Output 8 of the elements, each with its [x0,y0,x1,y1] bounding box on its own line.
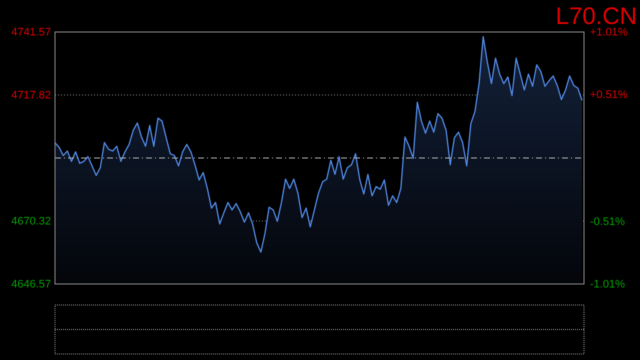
y2-tick-label: +0.51% [590,88,628,101]
y-tick-label: 4670.32 [11,216,51,228]
y-tick-label: 4741.57 [11,26,51,39]
y-tick-label: 4717.82 [11,90,51,102]
y2-tick-label: -1.01% [590,278,626,291]
y2-tick-label: -0.51% [590,216,626,228]
y-tick-label: 4646.57 [11,278,51,291]
y2-tick-label: +1.01% [590,26,628,39]
